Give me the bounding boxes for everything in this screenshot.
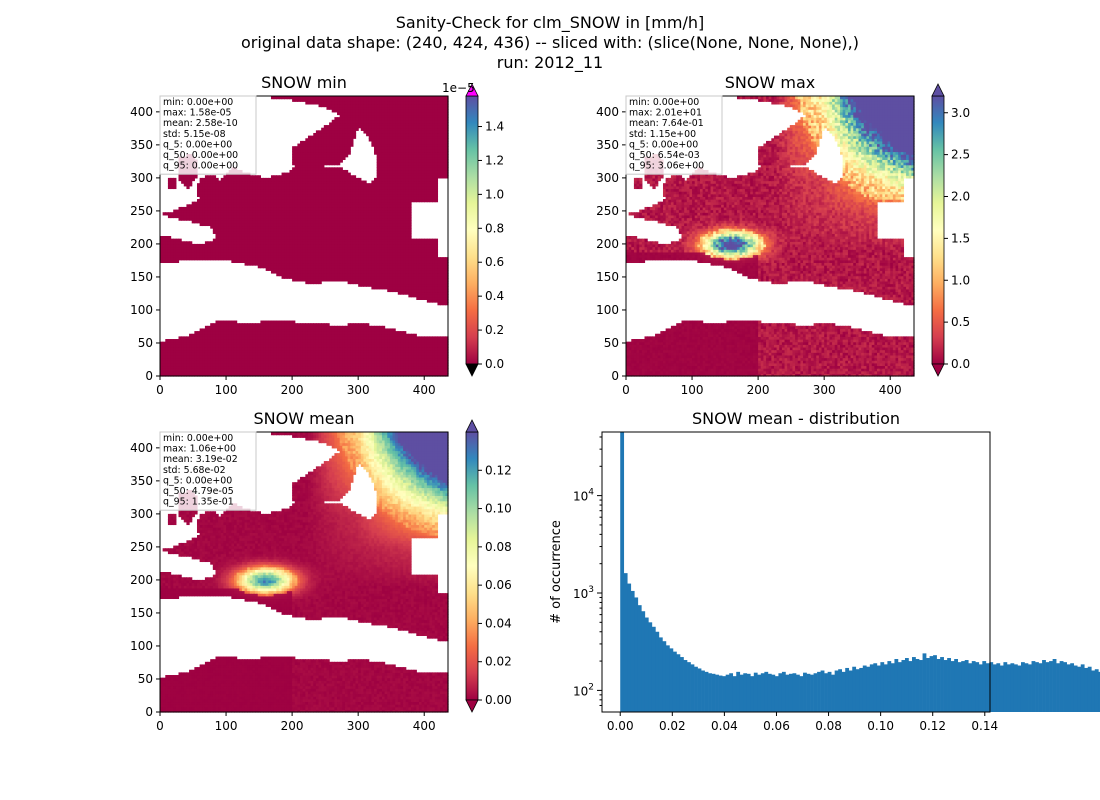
heatmap-cell — [189, 241, 192, 244]
heatmap-cell — [292, 321, 295, 324]
heatmap-cell — [168, 236, 171, 239]
heatmap-cell — [382, 326, 385, 329]
heatmap-cell — [403, 331, 406, 334]
heatmap-cell — [366, 323, 369, 326]
heatmap-cell — [326, 323, 329, 326]
heatmap-cell — [179, 239, 182, 242]
heatmap-cell — [435, 239, 438, 242]
heatmap-cell — [393, 328, 396, 331]
heatmap-cell — [414, 334, 417, 337]
heatmap-cell — [234, 321, 237, 324]
